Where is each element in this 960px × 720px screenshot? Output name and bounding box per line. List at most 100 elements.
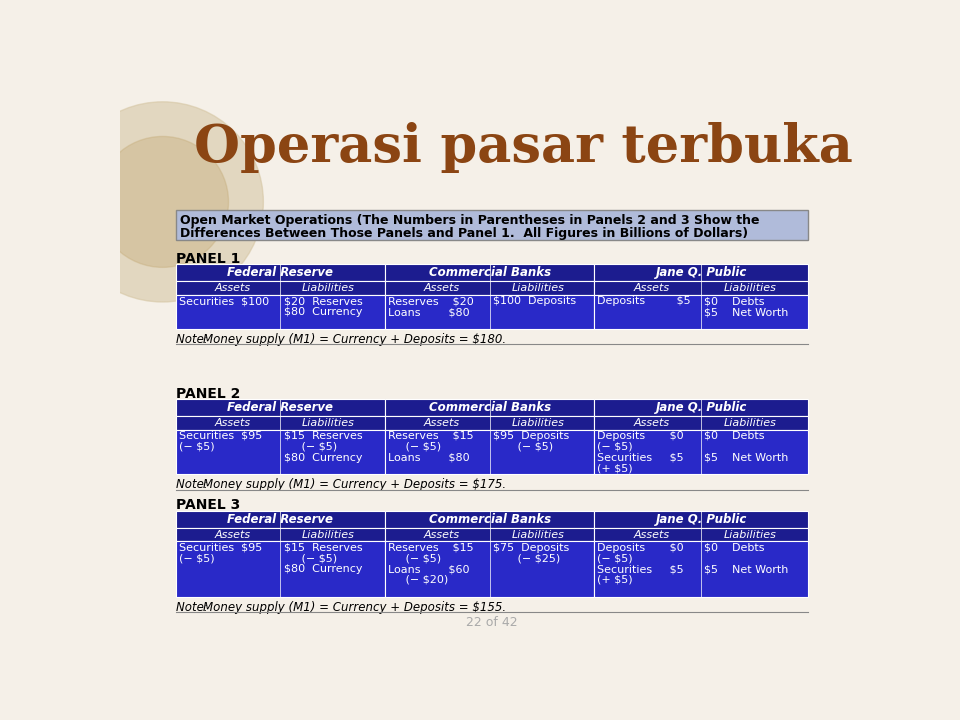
Text: Loans        $60: Loans $60 <box>388 564 469 574</box>
Text: Securities     $5: Securities $5 <box>597 453 684 462</box>
FancyBboxPatch shape <box>176 210 808 240</box>
Text: PANEL 1: PANEL 1 <box>176 252 240 266</box>
Text: Commercial Banks: Commercial Banks <box>428 513 551 526</box>
Text: Commercial Banks: Commercial Banks <box>428 266 551 279</box>
Text: $5    Net Worth: $5 Net Worth <box>705 307 789 317</box>
FancyBboxPatch shape <box>594 282 808 295</box>
Text: (+ $5): (+ $5) <box>597 464 633 473</box>
FancyBboxPatch shape <box>594 541 808 597</box>
FancyBboxPatch shape <box>176 510 385 528</box>
FancyBboxPatch shape <box>176 264 385 282</box>
Text: Assets: Assets <box>423 418 460 428</box>
FancyBboxPatch shape <box>385 528 594 541</box>
Text: $15  Reserves: $15 Reserves <box>283 431 362 441</box>
FancyBboxPatch shape <box>176 399 385 416</box>
Text: (− $5): (− $5) <box>179 442 214 451</box>
Text: Note:: Note: <box>176 333 215 346</box>
Text: Liabilities: Liabilities <box>512 529 564 539</box>
Text: (− $5): (− $5) <box>388 554 442 564</box>
Text: Assets: Assets <box>214 283 251 293</box>
Text: Assets: Assets <box>423 283 460 293</box>
FancyBboxPatch shape <box>385 282 594 295</box>
Text: Jane Q. Public: Jane Q. Public <box>656 266 747 279</box>
Text: $80  Currency: $80 Currency <box>283 307 362 317</box>
Text: Liabilities: Liabilities <box>512 418 564 428</box>
FancyBboxPatch shape <box>385 264 594 282</box>
Text: Commercial Banks: Commercial Banks <box>428 401 551 414</box>
FancyBboxPatch shape <box>594 510 808 528</box>
Text: Federal Reserve: Federal Reserve <box>228 401 333 414</box>
FancyBboxPatch shape <box>385 510 594 528</box>
Text: Deposits       $0: Deposits $0 <box>597 543 684 553</box>
Text: 22 of 42: 22 of 42 <box>467 616 517 629</box>
Text: $5    Net Worth: $5 Net Worth <box>705 453 789 462</box>
Text: (− $5): (− $5) <box>388 442 442 451</box>
Text: $20  Reserves: $20 Reserves <box>283 296 362 306</box>
Text: Securities     $5: Securities $5 <box>597 564 684 574</box>
Text: (− $5): (− $5) <box>597 554 633 564</box>
Text: (− $5): (− $5) <box>597 442 633 451</box>
Text: Jane Q. Public: Jane Q. Public <box>656 513 747 526</box>
FancyBboxPatch shape <box>594 430 808 474</box>
Text: PANEL 3: PANEL 3 <box>176 498 240 513</box>
Circle shape <box>97 137 228 267</box>
Text: $95  Deposits: $95 Deposits <box>492 431 569 441</box>
Text: Jane Q. Public: Jane Q. Public <box>656 401 747 414</box>
Text: $5    Net Worth: $5 Net Worth <box>705 564 789 574</box>
Text: Securities  $100: Securities $100 <box>179 296 269 306</box>
Text: Money supply (M1) = Currency + Deposits = $180.: Money supply (M1) = Currency + Deposits … <box>203 333 506 346</box>
Text: Assets: Assets <box>634 529 670 539</box>
Text: Assets: Assets <box>634 283 670 293</box>
Text: Liabilities: Liabilities <box>724 529 777 539</box>
Text: Note:: Note: <box>176 478 215 491</box>
FancyBboxPatch shape <box>176 282 385 295</box>
Text: Liabilities: Liabilities <box>724 418 777 428</box>
Text: Assets: Assets <box>423 529 460 539</box>
Text: Liabilities: Liabilities <box>302 418 355 428</box>
Text: $0    Debts: $0 Debts <box>705 431 765 441</box>
Text: Note:: Note: <box>176 600 215 613</box>
Text: $75  Deposits: $75 Deposits <box>492 543 569 553</box>
Text: (− $5): (− $5) <box>283 554 337 564</box>
FancyBboxPatch shape <box>594 399 808 416</box>
Text: (− $25): (− $25) <box>492 554 560 564</box>
Text: $80  Currency: $80 Currency <box>283 453 362 462</box>
FancyBboxPatch shape <box>385 541 594 597</box>
Text: (− $5): (− $5) <box>283 442 337 451</box>
Text: (− $5): (− $5) <box>492 442 553 451</box>
Text: Assets: Assets <box>214 529 251 539</box>
Text: Liabilities: Liabilities <box>724 283 777 293</box>
Text: Liabilities: Liabilities <box>512 283 564 293</box>
Text: $0    Debts: $0 Debts <box>705 296 765 306</box>
Text: Deposits       $0: Deposits $0 <box>597 431 684 441</box>
FancyBboxPatch shape <box>176 528 385 541</box>
Text: Open Market Operations (The Numbers in Parentheses in Panels 2 and 3 Show the: Open Market Operations (The Numbers in P… <box>180 215 759 228</box>
Text: Securities  $95: Securities $95 <box>179 431 262 441</box>
FancyBboxPatch shape <box>176 541 385 597</box>
Text: (− $20): (− $20) <box>388 575 448 585</box>
Text: (+ $5): (+ $5) <box>597 575 633 585</box>
Text: $100  Deposits: $100 Deposits <box>492 296 576 306</box>
Text: Deposits         $5: Deposits $5 <box>597 296 691 306</box>
Text: Money supply (M1) = Currency + Deposits = $175.: Money supply (M1) = Currency + Deposits … <box>203 478 506 491</box>
Text: Loans        $80: Loans $80 <box>388 453 469 462</box>
Text: Federal Reserve: Federal Reserve <box>228 266 333 279</box>
Text: Liabilities: Liabilities <box>302 283 355 293</box>
Text: Differences Between Those Panels and Panel 1.  All Figures in Billions of Dollar: Differences Between Those Panels and Pan… <box>180 227 748 240</box>
Text: Loans        $80: Loans $80 <box>388 307 469 317</box>
Text: (− $5): (− $5) <box>179 554 214 564</box>
Text: Reserves    $20: Reserves $20 <box>388 296 474 306</box>
FancyBboxPatch shape <box>385 295 594 329</box>
Text: $15  Reserves: $15 Reserves <box>283 543 362 553</box>
FancyBboxPatch shape <box>594 416 808 430</box>
FancyBboxPatch shape <box>176 416 385 430</box>
Text: Assets: Assets <box>634 418 670 428</box>
Text: Reserves    $15: Reserves $15 <box>388 543 474 553</box>
Text: Operasi pasar terbuka: Operasi pasar terbuka <box>194 122 852 174</box>
Text: $0    Debts: $0 Debts <box>705 543 765 553</box>
FancyBboxPatch shape <box>176 295 385 329</box>
FancyBboxPatch shape <box>385 416 594 430</box>
FancyBboxPatch shape <box>385 399 594 416</box>
Text: Money supply (M1) = Currency + Deposits = $155.: Money supply (M1) = Currency + Deposits … <box>203 600 506 613</box>
FancyBboxPatch shape <box>385 430 594 474</box>
